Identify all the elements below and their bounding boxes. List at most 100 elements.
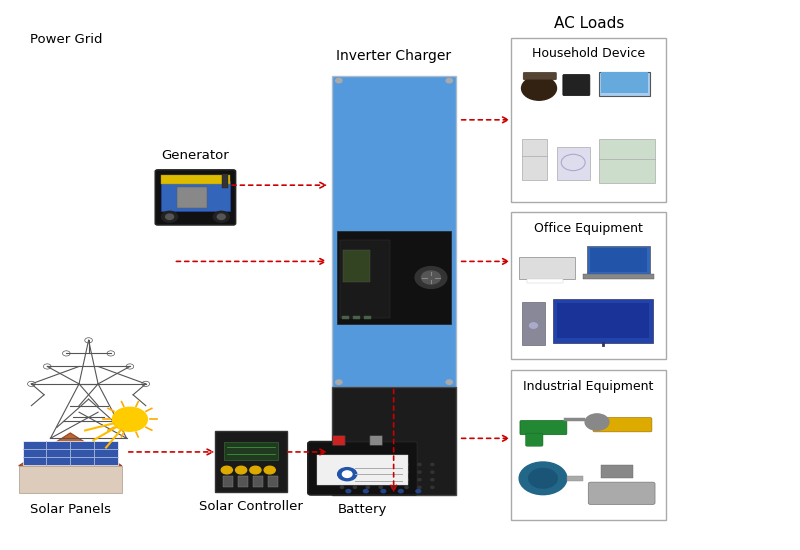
FancyBboxPatch shape (567, 476, 582, 481)
Text: Inverter Charger: Inverter Charger (337, 48, 452, 63)
FancyBboxPatch shape (519, 257, 574, 279)
FancyBboxPatch shape (523, 72, 557, 80)
FancyBboxPatch shape (526, 433, 543, 446)
Circle shape (519, 462, 567, 494)
Circle shape (336, 79, 342, 83)
FancyBboxPatch shape (215, 431, 287, 492)
FancyBboxPatch shape (527, 279, 563, 283)
FancyBboxPatch shape (268, 476, 278, 487)
FancyBboxPatch shape (177, 188, 207, 208)
FancyBboxPatch shape (599, 140, 655, 183)
Circle shape (392, 464, 395, 465)
FancyBboxPatch shape (238, 476, 248, 487)
FancyBboxPatch shape (155, 170, 235, 225)
Circle shape (346, 490, 350, 493)
Circle shape (366, 486, 370, 488)
Circle shape (398, 490, 403, 493)
FancyBboxPatch shape (342, 316, 349, 319)
Circle shape (418, 464, 421, 465)
Circle shape (379, 486, 382, 488)
FancyBboxPatch shape (557, 147, 590, 180)
Circle shape (366, 478, 370, 481)
Circle shape (418, 471, 421, 473)
FancyBboxPatch shape (222, 174, 229, 188)
Circle shape (392, 486, 395, 488)
Circle shape (341, 486, 343, 488)
FancyBboxPatch shape (557, 303, 650, 338)
FancyBboxPatch shape (582, 274, 654, 279)
Circle shape (235, 466, 246, 474)
Circle shape (341, 478, 343, 481)
Circle shape (379, 464, 382, 465)
Circle shape (416, 490, 421, 493)
FancyBboxPatch shape (333, 387, 456, 496)
Circle shape (405, 464, 408, 465)
Text: Household Device: Household Device (532, 47, 646, 60)
Circle shape (422, 271, 441, 284)
Circle shape (585, 414, 609, 430)
Circle shape (405, 471, 408, 473)
Text: Battery: Battery (338, 503, 387, 515)
Circle shape (113, 408, 147, 431)
Circle shape (446, 79, 453, 83)
FancyBboxPatch shape (511, 38, 666, 201)
FancyBboxPatch shape (308, 442, 418, 495)
FancyBboxPatch shape (563, 74, 590, 96)
Circle shape (336, 380, 342, 384)
Circle shape (341, 464, 343, 465)
Circle shape (366, 464, 370, 465)
Circle shape (405, 478, 408, 481)
FancyBboxPatch shape (598, 72, 650, 96)
FancyBboxPatch shape (341, 240, 390, 318)
FancyBboxPatch shape (593, 417, 652, 432)
FancyBboxPatch shape (586, 246, 650, 276)
FancyBboxPatch shape (22, 441, 118, 465)
FancyBboxPatch shape (554, 299, 653, 343)
FancyBboxPatch shape (318, 455, 408, 485)
FancyBboxPatch shape (343, 250, 370, 282)
FancyBboxPatch shape (522, 139, 547, 180)
Circle shape (264, 466, 275, 474)
FancyBboxPatch shape (333, 76, 456, 387)
FancyBboxPatch shape (522, 302, 546, 345)
Circle shape (530, 323, 538, 328)
Circle shape (342, 471, 352, 477)
Circle shape (446, 380, 453, 384)
Circle shape (341, 471, 343, 473)
Text: Generator: Generator (162, 148, 230, 162)
Circle shape (363, 490, 368, 493)
FancyBboxPatch shape (511, 370, 666, 520)
Circle shape (529, 469, 558, 488)
FancyBboxPatch shape (161, 175, 230, 184)
FancyBboxPatch shape (370, 436, 382, 446)
Circle shape (430, 478, 434, 481)
Text: Solar Controller: Solar Controller (199, 500, 303, 513)
FancyBboxPatch shape (253, 476, 263, 487)
FancyBboxPatch shape (161, 182, 230, 211)
FancyBboxPatch shape (588, 482, 655, 504)
FancyBboxPatch shape (333, 436, 345, 446)
FancyBboxPatch shape (224, 442, 278, 460)
Circle shape (218, 214, 226, 219)
Circle shape (392, 471, 395, 473)
Circle shape (418, 486, 421, 488)
Circle shape (354, 471, 357, 473)
FancyBboxPatch shape (338, 232, 451, 323)
Circle shape (392, 478, 395, 481)
Circle shape (222, 466, 232, 474)
FancyBboxPatch shape (601, 465, 633, 478)
Circle shape (381, 490, 386, 493)
Text: Solar Panels: Solar Panels (30, 503, 111, 515)
FancyBboxPatch shape (590, 248, 647, 272)
FancyBboxPatch shape (353, 316, 360, 319)
Circle shape (379, 478, 382, 481)
Text: Office Equipment: Office Equipment (534, 222, 643, 235)
Circle shape (522, 76, 557, 100)
FancyBboxPatch shape (364, 316, 371, 319)
Text: Power Grid: Power Grid (30, 32, 102, 46)
Circle shape (354, 464, 357, 465)
Circle shape (366, 471, 370, 473)
Circle shape (354, 486, 357, 488)
FancyBboxPatch shape (511, 212, 666, 359)
Polygon shape (18, 433, 122, 466)
